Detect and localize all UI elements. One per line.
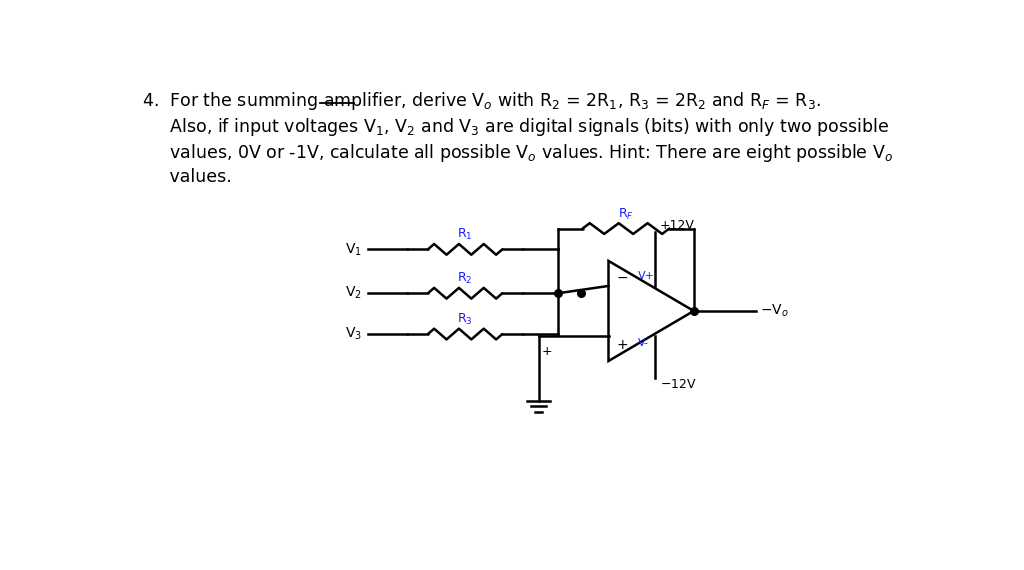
- Text: +12V: +12V: [659, 219, 694, 233]
- Text: R$_1$: R$_1$: [458, 227, 473, 242]
- Text: Also, if input voltages V$_1$, V$_2$ and V$_3$ are digital signals (bits) with o: Also, if input voltages V$_1$, V$_2$ and…: [142, 116, 889, 138]
- Text: $+$: $+$: [616, 338, 629, 352]
- Text: $-$V$_o$: $-$V$_o$: [761, 303, 790, 319]
- Text: 4.  For the summing amplifier, derive V$_o$ with R$_2$ = 2R$_1$, R$_3$ = 2R$_2$ : 4. For the summing amplifier, derive V$_…: [142, 90, 821, 112]
- Text: +: +: [542, 345, 553, 358]
- Text: $-$12V: $-$12V: [659, 378, 696, 392]
- Text: R$_2$: R$_2$: [458, 271, 473, 286]
- Text: V-: V-: [638, 338, 649, 348]
- Text: values.: values.: [142, 169, 231, 186]
- Text: V$_3$: V$_3$: [345, 326, 362, 342]
- Text: V$_1$: V$_1$: [345, 241, 362, 258]
- Text: R$_3$: R$_3$: [458, 312, 473, 327]
- Text: $-$: $-$: [616, 270, 629, 284]
- Text: R$_F$: R$_F$: [617, 207, 634, 222]
- Text: values, 0V or -1V, calculate all possible V$_o$ values. Hint: There are eight po: values, 0V or -1V, calculate all possibl…: [142, 142, 893, 164]
- Text: V+: V+: [638, 271, 655, 282]
- Text: V$_2$: V$_2$: [345, 285, 362, 302]
